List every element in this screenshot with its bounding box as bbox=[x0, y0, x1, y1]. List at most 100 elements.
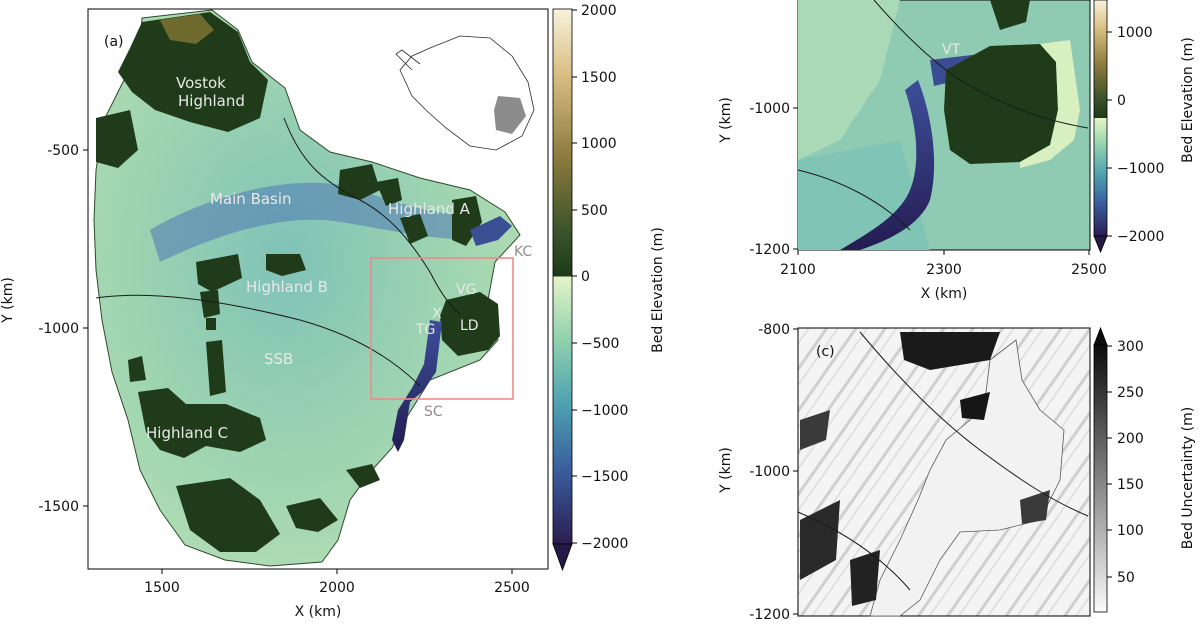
y-axis-label: Y (km) bbox=[718, 447, 734, 494]
panel-c-letter: (c) bbox=[816, 344, 835, 360]
x-tick: 2500 bbox=[494, 580, 530, 596]
colorbar-elevation-label: Bed Elevation (m) bbox=[650, 227, 666, 353]
antarctic-peninsula bbox=[395, 49, 421, 71]
colorbar-elevation-bar bbox=[552, 8, 573, 545]
x-tick: 2300 bbox=[926, 262, 962, 278]
colorbar-tick: 500 bbox=[581, 203, 608, 219]
panel-c-lake-outline bbox=[869, 339, 1065, 617]
east-trench bbox=[392, 320, 442, 452]
ssb-patch-2 bbox=[128, 356, 146, 382]
y-axis-label: Y (km) bbox=[0, 277, 16, 324]
colorbar-elevation-extend bbox=[552, 543, 573, 572]
label-vt: VT bbox=[942, 42, 961, 58]
colorbar-tick: −1500 bbox=[581, 469, 628, 485]
panel-c-high-uncertainty-5 bbox=[800, 410, 830, 450]
ssb-patch bbox=[206, 340, 226, 396]
zoom-box bbox=[370, 257, 514, 400]
highland-a-3 bbox=[452, 196, 482, 246]
label-x: X bbox=[432, 306, 442, 322]
y-tick: -1500 bbox=[38, 499, 79, 515]
colorbar-tick: 150 bbox=[1117, 477, 1144, 493]
x-tick: 2000 bbox=[319, 580, 355, 596]
x-tick: 2500 bbox=[1071, 262, 1107, 278]
colorbar-elevation-b-bar bbox=[1093, 0, 1108, 237]
panel-b-boundary-2 bbox=[797, 169, 911, 231]
colorbar-tick: 1000 bbox=[1117, 25, 1153, 41]
colorbar-tick: 0 bbox=[1117, 93, 1126, 109]
colorbar-uncertainty: 300 250 200 150 100 50 Bed Uncertainty (… bbox=[1093, 326, 1196, 613]
ld-highland bbox=[440, 292, 500, 356]
colorbar-tick: 1000 bbox=[581, 136, 617, 152]
label-ld: LD bbox=[460, 318, 479, 334]
colorbar-elevation-b-extend bbox=[1093, 235, 1108, 254]
colorbar-tick: −500 bbox=[581, 336, 619, 352]
highland-a-2 bbox=[376, 178, 402, 206]
colorbar-tick: −2000 bbox=[1117, 229, 1164, 245]
colorbar-elevation: 2000 1500 1000 500 0 −500 −1000 −1500 −2… bbox=[552, 3, 666, 572]
panel-c-high-uncertainty-6 bbox=[1020, 490, 1050, 524]
colorbar-tick: 250 bbox=[1117, 385, 1144, 401]
vostok-peak bbox=[160, 14, 214, 44]
highland-c-2 bbox=[176, 478, 280, 552]
panel-b-pale-area bbox=[798, 0, 900, 160]
label-highland-c: Highland C bbox=[146, 424, 228, 442]
label-main-basin: Main Basin bbox=[210, 190, 292, 208]
colorbar-elevation-b-label: Bed Elevation (m) bbox=[1180, 37, 1196, 163]
panel-b-ld bbox=[944, 44, 1058, 164]
y-tick: -500 bbox=[47, 143, 79, 159]
panel-b-ld-rim bbox=[1020, 40, 1080, 168]
panel-a-letter: (a) bbox=[104, 34, 124, 50]
colorbar-uncertainty-bar bbox=[1093, 344, 1108, 613]
vostok-highland bbox=[118, 12, 268, 132]
colorbar-tick: 100 bbox=[1117, 523, 1144, 539]
panel-c-high-uncertainty-4 bbox=[850, 550, 880, 606]
y-axis-label: Y (km) bbox=[718, 97, 734, 144]
highland-b-4 bbox=[206, 318, 216, 330]
highland-c-3 bbox=[286, 498, 338, 532]
panel-c-boundary-1 bbox=[859, 331, 1089, 517]
panel-c: (c) -800 -1000 -1200 Y (km) bbox=[718, 322, 1091, 623]
y-tick: -1000 bbox=[749, 101, 790, 117]
x-axis-label: X (km) bbox=[921, 286, 968, 302]
colorbar-elevation-b: 1000 0 −1000 −2000 Bed Elevation (m) bbox=[1093, 0, 1196, 254]
x-tick: 2100 bbox=[780, 262, 816, 278]
panel-b-north-highland bbox=[990, 0, 1030, 30]
y-tick: -1200 bbox=[749, 242, 790, 258]
label-ssb: SSB bbox=[264, 350, 293, 368]
panel-b-boundary-1 bbox=[873, 0, 1089, 129]
panel-a: (a) Vostok Highland Main Basin Highland … bbox=[0, 8, 549, 620]
boundary-line-1 bbox=[95, 294, 421, 387]
boundary-line-2 bbox=[283, 117, 461, 315]
colorbar-uncertainty-extend bbox=[1093, 326, 1108, 346]
colorbar-tick: −1000 bbox=[1117, 161, 1164, 177]
y-tick: -800 bbox=[758, 322, 790, 338]
colorbar-uncertainty-label: Bed Uncertainty (m) bbox=[1180, 407, 1196, 549]
colorbar-tick: 1500 bbox=[581, 70, 617, 86]
colorbar-tick: 0 bbox=[581, 269, 590, 285]
label-sc: SC bbox=[424, 404, 443, 420]
x-tick: 1500 bbox=[144, 580, 180, 596]
colorbar-tick: 2000 bbox=[581, 3, 617, 19]
label-tg: TG bbox=[415, 322, 435, 338]
colorbar-tick: −1000 bbox=[581, 403, 628, 419]
antarctica-inset bbox=[395, 35, 535, 151]
colorbar-tick: −2000 bbox=[581, 536, 628, 552]
panel-c-boundary-2 bbox=[797, 511, 911, 591]
colorbar-tick: 200 bbox=[1117, 431, 1144, 447]
y-tick: -1000 bbox=[38, 321, 79, 337]
highland-a bbox=[338, 164, 380, 200]
colorbar-tick: 300 bbox=[1117, 339, 1144, 355]
label-vg: VG bbox=[456, 282, 476, 298]
y-tick: -1000 bbox=[749, 464, 790, 480]
label-vostok-2: Highland bbox=[178, 92, 245, 110]
highland-c bbox=[138, 388, 266, 458]
label-kc: KC bbox=[514, 244, 532, 260]
highland-b-1 bbox=[196, 254, 242, 292]
x-axis-label: X (km) bbox=[295, 604, 342, 620]
panel-a-xaxis: 1500 2000 2500 X (km) bbox=[144, 569, 530, 620]
colorbar-tick: 50 bbox=[1117, 570, 1135, 586]
y-tick: -1200 bbox=[749, 607, 790, 623]
highland-c-4 bbox=[346, 464, 380, 488]
kc-channel bbox=[470, 216, 512, 246]
vostok-highland-left bbox=[96, 110, 138, 168]
